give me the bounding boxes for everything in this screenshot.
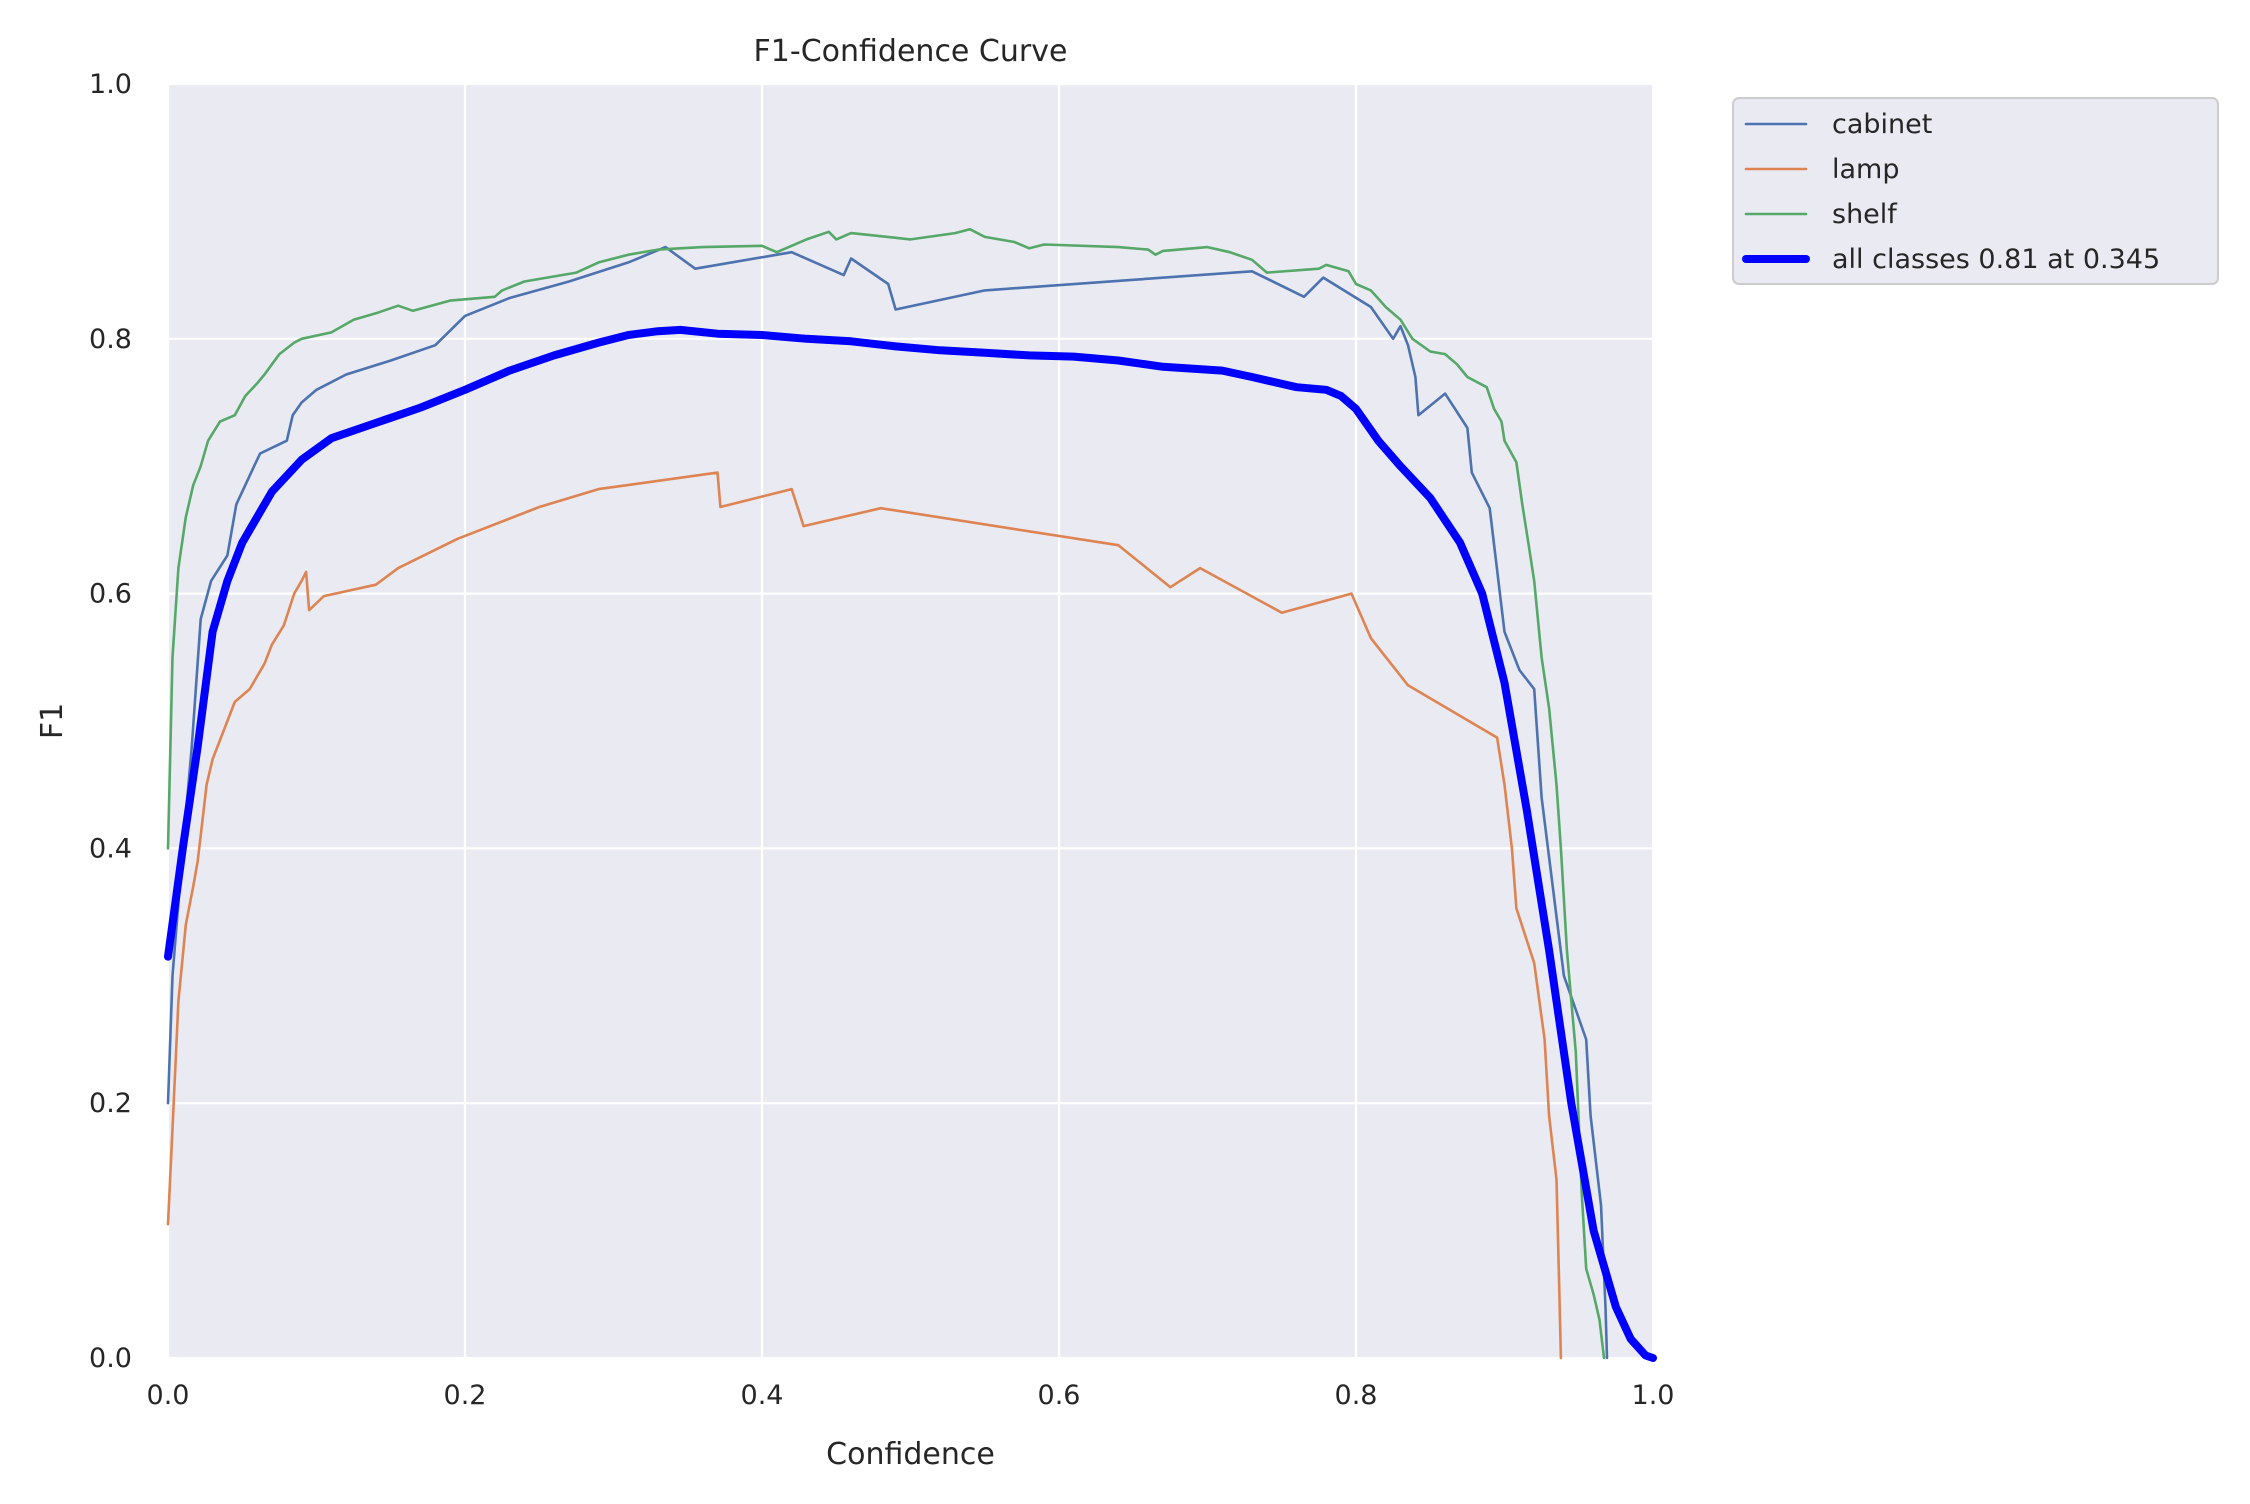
series-lines: [164, 227, 1657, 1362]
legend-label: cabinet: [1832, 109, 1932, 140]
series-line-cabinet: [166, 245, 1609, 1360]
y-axis-label: F1: [35, 703, 70, 739]
legend-label: lamp: [1832, 154, 1900, 185]
legend-items: cabinet lamp shelf all classes 0.81 at 0.34…: [1742, 109, 2160, 275]
x-tick-label: 0.8: [1335, 1380, 1378, 1411]
legend-box: [1732, 97, 2219, 285]
series-line-shelf: [166, 227, 1606, 1360]
legend-label: shelf: [1832, 199, 1898, 230]
legend: cabinet lamp shelf all classes 0.81 at 0.34…: [1732, 97, 2219, 285]
x-tick-label: 0.6: [1038, 1380, 1081, 1411]
legend-label: all classes 0.81 at 0.345: [1832, 244, 2160, 275]
tick-labels: 0.0 0.2 0.4 0.6 0.8 1.0 0.0 0.2 0.4 0.6 0.8 1.0: [89, 69, 1674, 1411]
y-tick-label: 0.2: [89, 1088, 132, 1119]
chart-title: F1-Confidence Curve: [754, 34, 1068, 69]
series-line-lamp: [166, 471, 1563, 1360]
y-tick-label: 0.6: [89, 579, 132, 610]
x-tick-label: 0.0: [147, 1380, 190, 1411]
series-line-all: [164, 325, 1657, 1362]
x-tick-label: 1.0: [1632, 1380, 1675, 1411]
x-tick-label: 0.2: [444, 1380, 487, 1411]
y-tick-label: 0.8: [89, 324, 132, 355]
y-tick-label: 1.0: [89, 69, 132, 100]
x-tick-label: 0.4: [741, 1380, 784, 1411]
y-tick-label: 0.4: [89, 833, 132, 864]
x-axis-label: Confidence: [826, 1437, 995, 1472]
grid: [166, 82, 1655, 1360]
plot-area: [168, 84, 1653, 1358]
y-tick-label: 0.0: [89, 1343, 132, 1374]
